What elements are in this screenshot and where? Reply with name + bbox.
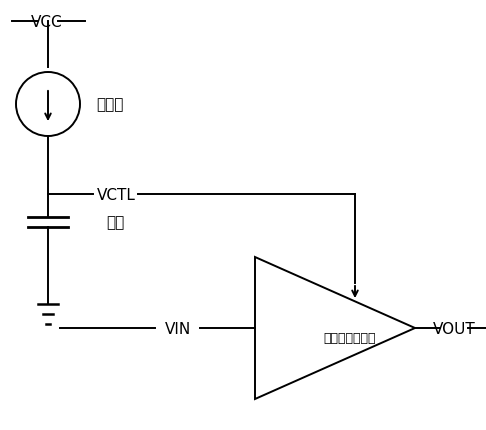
Text: 电容: 电容 [106, 215, 124, 230]
Text: 电流源: 电流源 [96, 97, 123, 112]
Text: VCC: VCC [31, 15, 63, 29]
Text: 可变增益放大器: 可变增益放大器 [324, 332, 376, 345]
Text: VCTL: VCTL [97, 187, 136, 202]
Text: VOUT: VOUT [433, 321, 475, 336]
Text: VIN: VIN [165, 321, 191, 336]
